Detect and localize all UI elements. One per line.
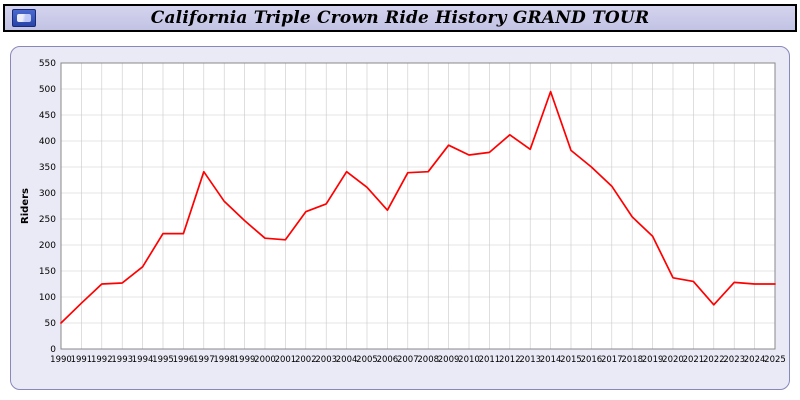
x-tick-label: 2003: [315, 355, 337, 365]
x-tick-label: 2007: [397, 355, 419, 365]
plot-area: [61, 63, 775, 349]
x-tick-label: 2018: [621, 355, 643, 365]
y-tick-label: 400: [39, 137, 56, 147]
x-tick-label: 2025: [764, 355, 786, 365]
x-tick-label: 2022: [703, 355, 725, 365]
x-tick-label: 2005: [356, 355, 378, 365]
y-axis-title: Riders: [20, 188, 31, 224]
y-tick-label: 150: [39, 267, 56, 277]
x-tick-label: 2014: [540, 355, 562, 365]
title-bar: California Triple Crown Ride History GRA…: [3, 4, 797, 32]
x-tick-label: 1991: [71, 355, 93, 365]
x-tick-label: 2010: [458, 355, 480, 365]
plot-border: [60, 62, 776, 350]
x-tick-label: 2017: [601, 355, 623, 365]
ride-history-chart: 0 50 100 150 200 250 300 350 400 450 500 550 1990 199…: [13, 51, 787, 389]
x-tick-label: 1996: [173, 355, 195, 365]
x-tick-label: 2019: [642, 355, 664, 365]
x-tick-label: 1995: [152, 355, 174, 365]
x-tick-label: 2013: [519, 355, 541, 365]
x-tick-label: 2016: [581, 355, 603, 365]
x-tick-label: 1992: [91, 355, 113, 365]
x-tick-label: 1999: [234, 355, 256, 365]
y-tick-label: 500: [39, 85, 56, 95]
y-tick-label: 450: [39, 111, 56, 121]
x-tick-label: 1990: [50, 355, 72, 365]
x-tick-label: 1994: [132, 355, 154, 365]
x-tick-label: 2004: [336, 355, 358, 365]
y-tick-label: 0: [50, 345, 56, 355]
y-tick-label: 300: [39, 189, 56, 199]
x-tick-label: 2009: [438, 355, 460, 365]
x-tick-label: 1998: [213, 355, 235, 365]
x-tick-label: 2006: [377, 355, 399, 365]
x-tick-label: 2021: [683, 355, 705, 365]
x-tick-label: 2012: [499, 355, 521, 365]
y-tick-label: 550: [39, 59, 56, 69]
x-tick-label: 1993: [111, 355, 133, 365]
x-tick-label: 2008: [417, 355, 439, 365]
page-title: California Triple Crown Ride History GRA…: [150, 8, 650, 28]
y-tick-label: 100: [39, 293, 56, 303]
chart-panel: 0 50 100 150 200 250 300 350 400 450 500 550 1990 199…: [10, 46, 790, 390]
x-tick-label: 2011: [479, 355, 501, 365]
x-tick-label: 2023: [723, 355, 745, 365]
x-tick-label: 2015: [560, 355, 582, 365]
y-tick-label: 250: [39, 215, 56, 225]
riders-series-line: [60, 90, 776, 324]
x-tick-label: 1997: [193, 355, 215, 365]
y-tick-label: 350: [39, 163, 56, 173]
y-tick-label: 50: [45, 319, 57, 329]
x-tick-label: 2000: [254, 355, 276, 365]
x-tick-label: 2024: [744, 355, 766, 365]
x-tick-label: 2001: [275, 355, 297, 365]
x-tick-label: 2002: [295, 355, 317, 365]
site-logo-icon[interactable]: [12, 9, 36, 27]
chart-svg: 0501001502002503003504004505005501990199…: [20, 59, 786, 365]
y-tick-label: 200: [39, 241, 56, 251]
x-tick-label: 2020: [662, 355, 684, 365]
